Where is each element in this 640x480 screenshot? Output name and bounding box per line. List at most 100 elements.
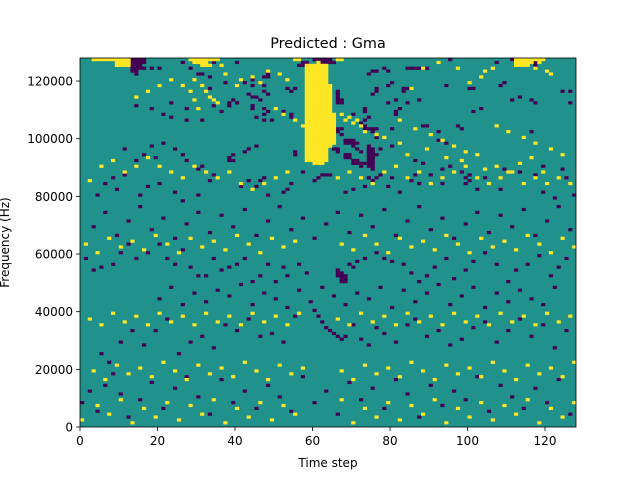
heatmap-cell-high [393, 164, 399, 168]
heatmap-cell-low [196, 274, 201, 278]
heatmap-cell-low [448, 343, 453, 347]
heatmap-cell-high [304, 104, 309, 108]
heatmap-cell-low [355, 158, 360, 163]
heatmap-cell-low [545, 219, 550, 223]
y-tick-label: 0 [65, 421, 73, 435]
heatmap-cell-low [335, 274, 340, 278]
heatmap-cell-low [339, 98, 344, 102]
heatmap-cell-high [560, 153, 565, 157]
heatmap-cell-low [134, 58, 139, 62]
heatmap-cell-low [366, 150, 371, 154]
heatmap-cell-low [440, 403, 445, 408]
heatmap-cell-low [242, 256, 247, 261]
heatmap-cell-high [568, 181, 573, 186]
heatmap-cell-low [521, 207, 526, 212]
heatmap-cell-low [204, 300, 209, 304]
heatmap-cell-high [304, 109, 309, 114]
heatmap-cell-high [335, 317, 340, 321]
heatmap-cell-low [568, 228, 573, 232]
heatmap-cell-low [568, 101, 573, 105]
heatmap-cell-high [529, 156, 534, 160]
heatmap-cell-low [289, 409, 294, 413]
heatmap-cell-high [308, 98, 313, 102]
heatmap-cell-high [397, 118, 402, 122]
heatmap-cell-low [510, 395, 515, 399]
heatmap-cell-high [374, 242, 379, 246]
heatmap-cell-high [316, 69, 321, 73]
heatmap-cell-low [390, 127, 395, 131]
heatmap-cell-high [320, 115, 325, 119]
heatmap-cell-low [552, 196, 557, 200]
heatmap-cell-high [308, 156, 313, 160]
heatmap-cell-low [370, 156, 375, 160]
heatmap-cell-low [122, 147, 127, 151]
heatmap-cell-low [405, 323, 410, 327]
heatmap-cell-high [312, 109, 317, 114]
heatmap-cell-high [266, 377, 271, 382]
heatmap-cell-low [335, 98, 340, 102]
heatmap-cell-low [556, 265, 561, 269]
heatmap-cell-low [552, 346, 557, 350]
heatmap-cell-low [328, 58, 333, 62]
heatmap-cell-low [351, 187, 356, 191]
heatmap-cell-low [382, 207, 387, 212]
heatmap-cell-high [192, 164, 197, 168]
heatmap-cell-high [153, 233, 158, 238]
heatmap-cell-high [502, 403, 507, 408]
heatmap-cell-low [448, 303, 453, 307]
heatmap-cell-high [320, 124, 325, 128]
heatmap-cell-high [122, 170, 127, 174]
heatmap-cell-low [161, 141, 166, 145]
heatmap-cell-low [312, 236, 317, 240]
heatmap-cell-low [390, 81, 395, 85]
heatmap-cell-low [111, 372, 116, 376]
heatmap-cell-high [207, 372, 213, 376]
heatmap-cell-high [521, 181, 526, 186]
heatmap-cell-low [126, 242, 131, 246]
heatmap-cell-high [300, 124, 306, 128]
heatmap-cell-high [95, 403, 100, 408]
heatmap-cell-high [304, 115, 309, 119]
heatmap-cell-high [316, 161, 321, 165]
heatmap-cell-high [521, 135, 526, 140]
heatmap-cell-high [335, 176, 340, 180]
heatmap-cell-high [328, 112, 333, 116]
heatmap-cell-low [281, 340, 286, 344]
heatmap-cell-low [246, 92, 251, 96]
heatmap-cell-low [262, 89, 267, 93]
heatmap-cell-low [401, 89, 406, 93]
heatmap-cell-high [304, 95, 309, 99]
heatmap-cell-low [235, 328, 240, 333]
heatmap-cell-low [281, 190, 286, 194]
heatmap-cell-high [467, 415, 472, 419]
heatmap-cell-high [308, 138, 313, 142]
heatmap-cell-low [157, 181, 162, 186]
heatmap-cell-low [231, 158, 236, 163]
heatmap-cell-high [328, 135, 333, 140]
x-tick-label: 20 [150, 434, 165, 448]
heatmap-cell-low [138, 398, 143, 402]
heatmap-cell-low [506, 279, 511, 284]
heatmap-cell-high [250, 75, 255, 79]
heatmap-cell-low [227, 158, 232, 163]
heatmap-cell-low [498, 213, 503, 217]
heatmap-cell-high [324, 150, 329, 154]
heatmap-cell-high [572, 360, 577, 364]
heatmap-cell-high [304, 130, 309, 134]
heatmap-cell-high [312, 101, 317, 105]
heatmap-cell-low [436, 282, 441, 287]
heatmap-cell-high [312, 161, 317, 165]
heatmap-cell-low [297, 63, 302, 67]
heatmap-cell-high [180, 314, 185, 318]
heatmap-cell-low [568, 412, 573, 416]
heatmap-cell-high [192, 78, 197, 82]
heatmap-cell-high [304, 66, 309, 70]
heatmap-cell-low [506, 300, 511, 304]
heatmap-cell-low [111, 176, 116, 180]
heatmap-cell-high [331, 127, 337, 131]
heatmap-cell-high [475, 153, 480, 157]
heatmap-cell-low [250, 279, 255, 284]
heatmap-cell-high [308, 150, 313, 154]
heatmap-cell-high [312, 72, 317, 76]
heatmap-cell-high [351, 377, 356, 382]
